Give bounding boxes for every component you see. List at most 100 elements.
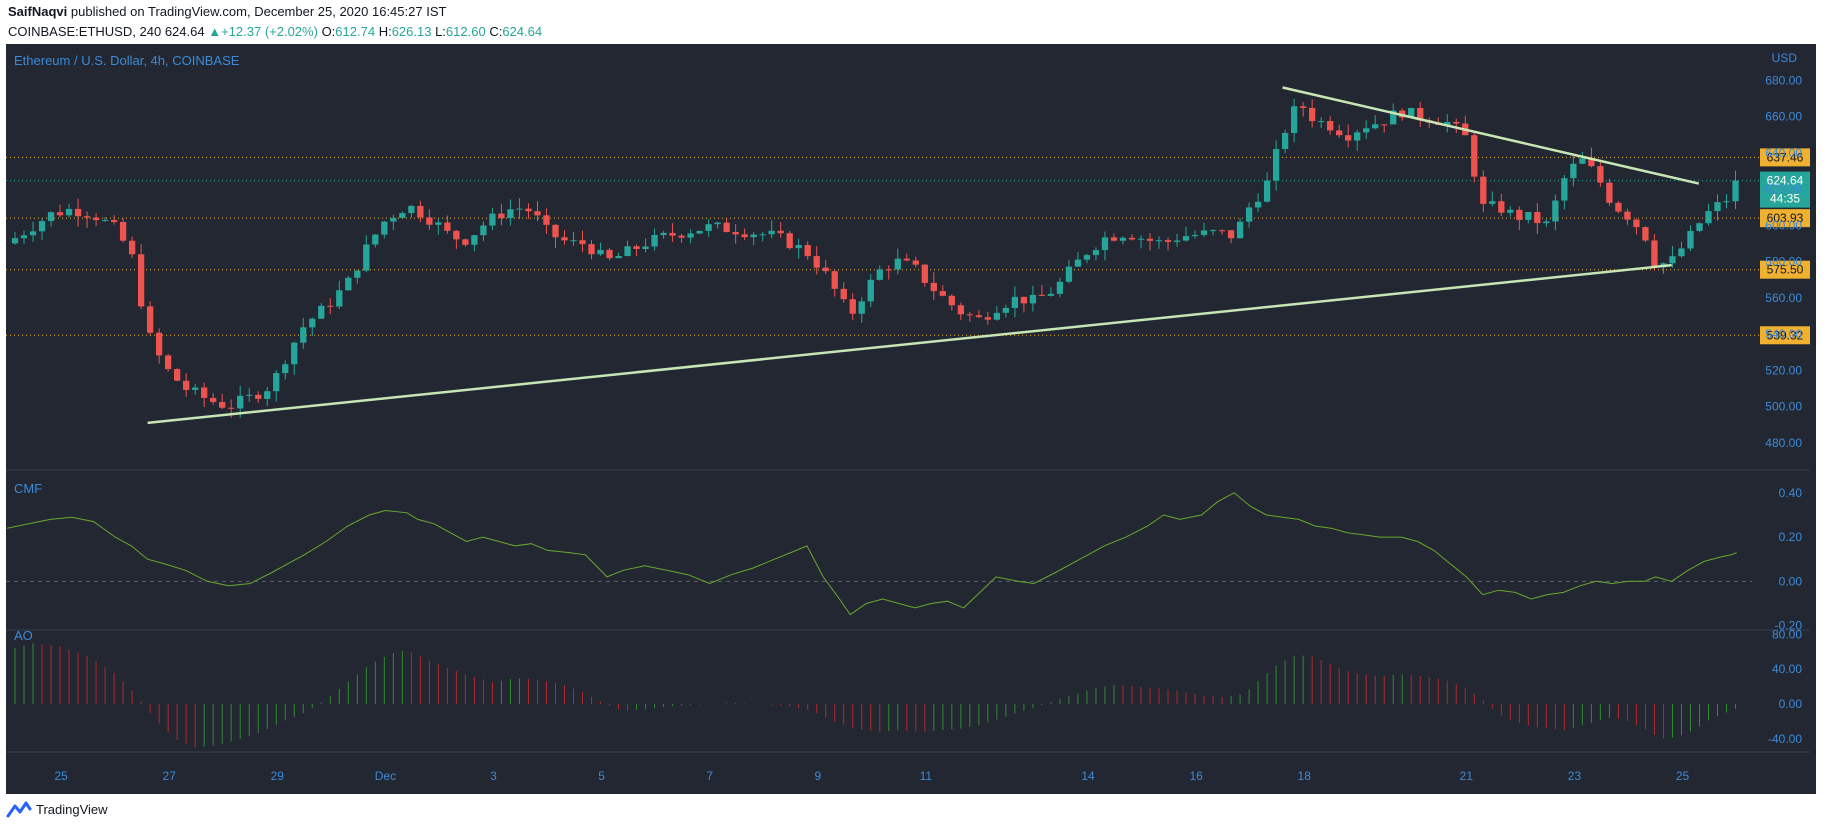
price-tick-label: 560.00 — [1765, 291, 1802, 305]
candle-body — [155, 332, 163, 356]
candle-body — [1218, 230, 1226, 232]
candle-body — [1732, 180, 1739, 202]
candle-body — [92, 217, 100, 221]
candle-body — [210, 397, 217, 402]
candle-body — [1345, 135, 1352, 141]
candle-body — [1065, 266, 1073, 282]
candle-body — [831, 271, 838, 289]
close-value: 624.64 — [502, 24, 543, 39]
candle-body — [1381, 124, 1388, 126]
trendlines-layer — [147, 86, 1700, 425]
candle-body — [318, 305, 325, 319]
candle-body — [1561, 178, 1568, 201]
time-tick-label: 25 — [1676, 769, 1690, 783]
level-price-label: 539.32 — [1767, 328, 1804, 342]
candle-body — [173, 369, 181, 381]
candle-body — [1182, 236, 1190, 241]
time-tick-label: 29 — [271, 769, 285, 783]
candle-body — [1480, 176, 1487, 204]
candle-body — [912, 260, 919, 265]
candle-body — [1272, 149, 1280, 181]
candle-body — [957, 305, 964, 315]
candle-body — [1642, 227, 1649, 241]
ao-tick-label: 40.00 — [1772, 662, 1802, 676]
candle-body — [786, 233, 793, 249]
candle-body — [1705, 211, 1712, 224]
candle-body — [1281, 133, 1289, 150]
author-name[interactable]: SaifNaqvi — [8, 4, 68, 19]
price-tick-label: 480.00 — [1765, 436, 1802, 450]
price-tick-label: 660.00 — [1765, 110, 1802, 124]
candle-body — [903, 258, 910, 261]
candle-body — [678, 235, 685, 238]
candle-body — [291, 342, 298, 365]
candle-body — [1119, 237, 1127, 241]
level-price-label: 637.46 — [1767, 150, 1804, 164]
candle-body — [1164, 240, 1172, 242]
low-label: L: — [435, 24, 446, 39]
candle-body — [300, 327, 307, 343]
time-tick-label: 11 — [920, 769, 933, 783]
currency-label: USD — [1772, 51, 1798, 65]
chart-canvas[interactable]: 637.46 603.93 575.50 539.32 624.64 44:35 480.… — [0, 0, 1828, 796]
candle-body — [1173, 240, 1181, 242]
candle-body — [660, 232, 667, 235]
candle-body — [867, 279, 874, 302]
candle-body — [1525, 211, 1532, 220]
candle-body — [705, 224, 712, 231]
candle-body — [930, 282, 937, 292]
ao-layer — [14, 643, 1737, 748]
candle-body — [119, 222, 127, 241]
level-price-tag — [1760, 260, 1810, 279]
candle-body — [1615, 202, 1622, 212]
cmf-tick-label: 0.40 — [1779, 486, 1803, 500]
candle-body — [741, 234, 748, 238]
candle-body — [651, 234, 658, 247]
candle-body — [606, 249, 613, 259]
time-tick-label: 25 — [54, 769, 68, 783]
candle-body — [1263, 180, 1271, 202]
candle-body — [471, 235, 478, 245]
candles-layer — [11, 98, 1739, 418]
high-label: H: — [378, 24, 392, 39]
ao-tick-label: 0.00 — [1779, 697, 1803, 711]
candle-body — [345, 277, 352, 291]
chart-background — [6, 44, 1816, 794]
candle-body — [1579, 158, 1586, 164]
candle-body — [1417, 108, 1424, 121]
candle-body — [146, 306, 154, 333]
candle-body — [1354, 132, 1361, 141]
candle-body — [183, 380, 190, 390]
cmf-line — [7, 492, 1737, 616]
candle-body — [813, 256, 820, 268]
candle-body — [453, 230, 460, 240]
candle-body — [543, 215, 550, 225]
candle-body — [534, 211, 541, 216]
candle-body — [1489, 201, 1496, 204]
candle-body — [363, 244, 370, 271]
candle-body — [65, 208, 73, 216]
candle-body — [399, 213, 406, 218]
candle-body — [561, 237, 568, 241]
price-tick-label: 580.00 — [1765, 255, 1802, 269]
candle-body — [228, 407, 235, 409]
candle-body — [1372, 124, 1379, 129]
bar-countdown-label: 44:35 — [1770, 192, 1800, 206]
candle-body — [1128, 237, 1136, 240]
candle-body — [282, 364, 289, 374]
candle-body — [408, 205, 415, 214]
candle-body — [516, 208, 523, 210]
candle-body — [1254, 201, 1262, 208]
tradingview-brand: TradingView — [36, 801, 108, 817]
candle-body — [1552, 200, 1559, 222]
tradingview-footer[interactable]: TradingView — [6, 798, 108, 820]
candle-body — [1624, 211, 1631, 220]
candle-body — [1308, 107, 1316, 122]
candle-body — [1155, 240, 1163, 242]
candle-body — [1038, 294, 1046, 296]
candle-body — [939, 291, 946, 296]
price-tick-label: 500.00 — [1765, 400, 1802, 414]
candle-body — [1092, 250, 1100, 256]
candle-body — [507, 209, 514, 219]
candle-body — [1200, 230, 1208, 235]
